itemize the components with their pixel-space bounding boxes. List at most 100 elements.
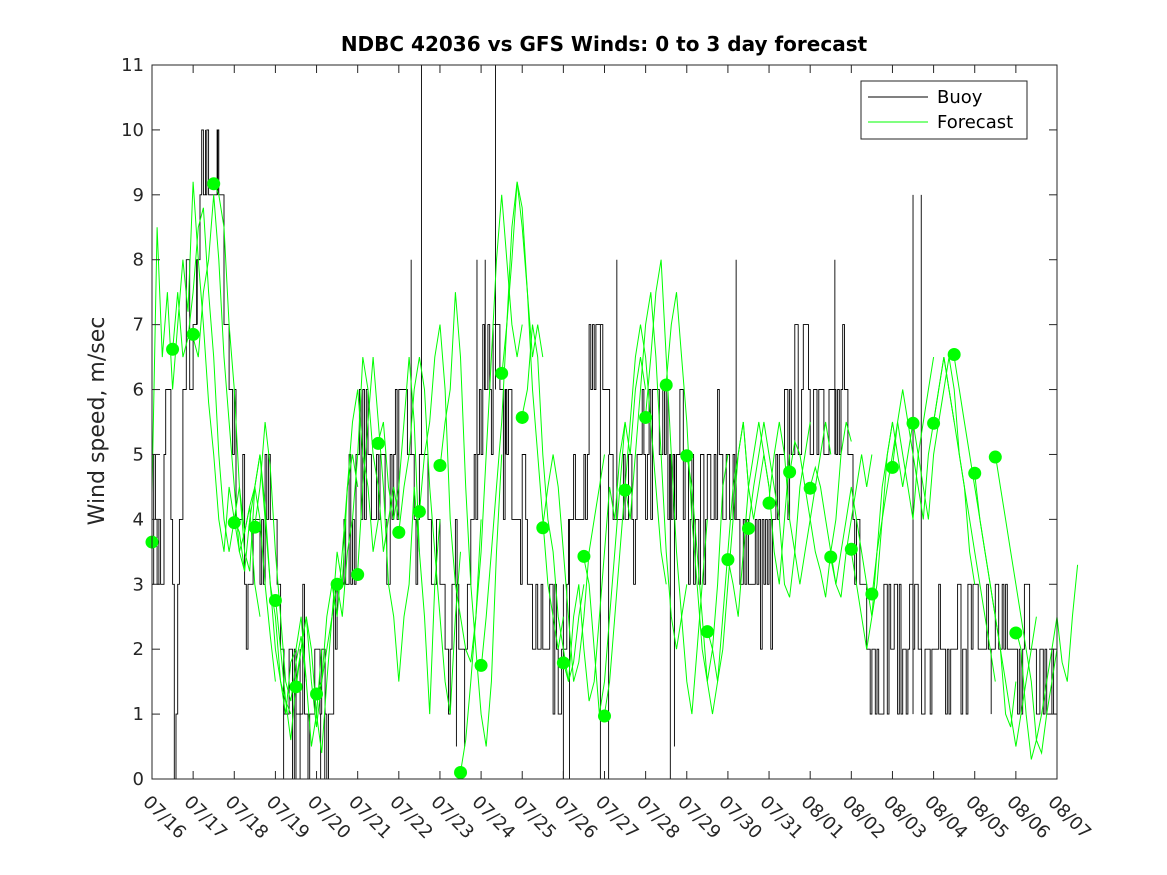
y-tick-label: 1 (133, 704, 144, 725)
forecast-line (398, 357, 461, 715)
forecast-line (604, 324, 667, 715)
y-tick-label: 2 (133, 639, 144, 660)
chart-title: NDBC 42036 vs GFS Winds: 0 to 3 day fore… (341, 32, 868, 56)
x-tick-label: 08/03 (879, 792, 931, 844)
forecast-line (254, 421, 323, 747)
forecast-analysis-point (721, 553, 735, 567)
forecast-analysis-point (454, 766, 468, 780)
forecast-line (418, 324, 482, 663)
x-tick-label: 07/17 (180, 792, 232, 844)
forecast-line (439, 292, 503, 747)
legend: Buoy Forecast (860, 80, 1028, 140)
y-tick-label: 6 (133, 380, 144, 401)
x-tick-label: 07/31 (756, 792, 808, 844)
forecast-analysis-point (289, 680, 303, 694)
y-tick-label: 5 (133, 444, 144, 465)
forecast-analysis-point (556, 656, 570, 670)
x-tick-label: 07/19 (262, 792, 314, 844)
forecast-line (521, 324, 585, 682)
forecast-line (562, 421, 626, 702)
forecast-analysis-point (433, 458, 447, 472)
forecast-line (480, 181, 544, 669)
x-tick-label: 07/26 (550, 792, 602, 844)
forecast-line (357, 357, 420, 682)
x-tick-label: 07/30 (714, 792, 766, 844)
forecast-line (624, 292, 688, 650)
forecast-line (192, 194, 276, 682)
forecast-analysis-point (474, 658, 488, 672)
forecast-analysis-point (371, 436, 385, 450)
y-tick-label: 9 (133, 185, 144, 206)
x-tick-label: 07/27 (591, 792, 643, 844)
forecast-analysis-point (700, 625, 714, 639)
x-tick-label: 08/07 (1043, 792, 1095, 844)
forecast-analysis-point (927, 416, 941, 430)
forecast-analysis-point (412, 505, 426, 519)
forecast-line (460, 194, 523, 773)
x-tick-label: 07/21 (344, 792, 396, 844)
forecast-analysis-point (680, 449, 694, 463)
forecast-line (748, 421, 811, 598)
forecast-analysis-point (227, 516, 241, 530)
forecast-analysis-point (741, 521, 755, 535)
forecast-analysis-point (762, 496, 776, 510)
forecast-analysis-point (968, 466, 982, 480)
x-tick-label: 08/04 (920, 792, 972, 844)
forecast-line (542, 454, 605, 682)
forecast-line (583, 357, 647, 715)
x-tick-label: 07/25 (509, 792, 561, 844)
legend-box (860, 80, 1028, 140)
forecast-line (665, 292, 729, 682)
forecast-analysis-point (865, 587, 879, 601)
forecast-line (233, 454, 307, 715)
forecast-line (933, 357, 996, 682)
forecast-analysis-point (351, 568, 365, 582)
forecast-line (809, 454, 873, 598)
forecast-analysis-point (659, 378, 673, 392)
x-tick-label: 07/24 (468, 792, 520, 844)
forecast-line (316, 389, 379, 695)
forecast-line (974, 473, 1037, 747)
forecast-line (727, 421, 791, 617)
forecast-analysis-point (207, 177, 221, 191)
forecast-analysis-point (495, 366, 509, 380)
forecast-line (706, 421, 770, 682)
forecast-line (336, 357, 400, 617)
forecast-analysis-point (1009, 626, 1023, 640)
forecast-analysis-point (803, 481, 817, 495)
x-tick-label: 07/29 (673, 792, 725, 844)
forecast-line (871, 357, 935, 598)
forecast-analysis-point (186, 327, 200, 341)
forecast-analysis-point (392, 525, 406, 539)
forecast-analysis-point (268, 594, 282, 607)
plot-area: 0 1 2 3 4 5 6 7 8 9 10 11 07/1607/1707/1807/1907/20… (121, 55, 1095, 843)
forecast-series (151, 181, 1079, 773)
x-tick-label: 08/01 (797, 792, 849, 844)
forecast-analysis-point (310, 687, 324, 701)
x-tick-label: 07/18 (221, 792, 273, 844)
y-axis-title: Wind speed, m/sec (85, 317, 110, 526)
forecast-analysis-point (248, 520, 262, 534)
y-tick-label: 3 (133, 574, 144, 595)
y-tick-label: 4 (133, 509, 144, 530)
forecast-line (501, 181, 564, 650)
x-tick-label: 07/22 (385, 792, 437, 844)
y-axis: 0 1 2 3 4 5 6 7 8 9 10 11 (121, 55, 1057, 790)
x-tick-label: 07/20 (303, 792, 355, 844)
buoy-line (152, 129, 1057, 780)
forecast-analysis-point (166, 342, 180, 356)
forecast-line (1015, 564, 1079, 760)
forecast-line (645, 259, 708, 715)
forecast-analysis-point (515, 410, 529, 424)
forecast-analysis-point (783, 465, 797, 479)
forecast-line (768, 421, 832, 585)
y-tick-label: 10 (121, 120, 144, 141)
x-tick-label: 07/16 (138, 792, 190, 844)
x-tick-label: 07/23 (426, 792, 478, 844)
y-tick-label: 11 (121, 55, 144, 76)
forecast-analysis-point (598, 709, 611, 723)
forecast-analysis-point (618, 483, 632, 497)
forecast-line (850, 421, 914, 650)
forecast-analysis-point (536, 521, 550, 535)
x-tick-label: 08/02 (838, 792, 890, 844)
